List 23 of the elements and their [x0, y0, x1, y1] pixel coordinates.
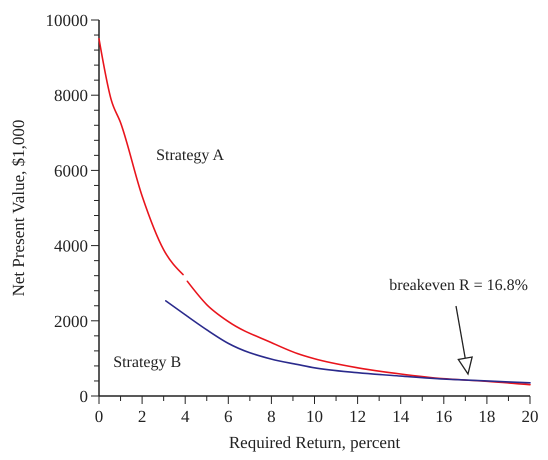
- x-tick-label: 4: [180, 407, 190, 426]
- text: Strategy B: [113, 354, 182, 371]
- x-tick-label: 12: [349, 407, 366, 426]
- y-tick-label: 4000: [54, 236, 88, 256]
- x-tick-label: 6: [224, 407, 233, 426]
- x-tick-label: 16: [435, 407, 452, 426]
- x-axis-title: Required Return, percent: [228, 433, 400, 452]
- x-tick-label: 8: [267, 407, 276, 426]
- y-tick-label: 8000: [54, 86, 88, 106]
- x-tick-label: 18: [478, 407, 496, 426]
- x-tick-label: 0: [94, 407, 104, 426]
- x-tick-label: 2: [138, 407, 146, 426]
- x-tick-label: 14: [392, 407, 410, 426]
- y-axis-title: Net Present Value, $1,000: [9, 120, 28, 296]
- line-series: [165, 300, 531, 384]
- y-tick-label: 6000: [54, 161, 88, 180]
- y-tick-label: 10000: [46, 11, 88, 30]
- x-tick-label: 20: [522, 407, 538, 426]
- x-tick-label: 10: [306, 407, 323, 426]
- y-tick-label: 0: [80, 387, 88, 406]
- series-label: Strategy A: [156, 146, 225, 164]
- y-tick-label: 2000: [54, 312, 88, 331]
- annotation: breakeven R = 16.8%: [389, 277, 528, 294]
